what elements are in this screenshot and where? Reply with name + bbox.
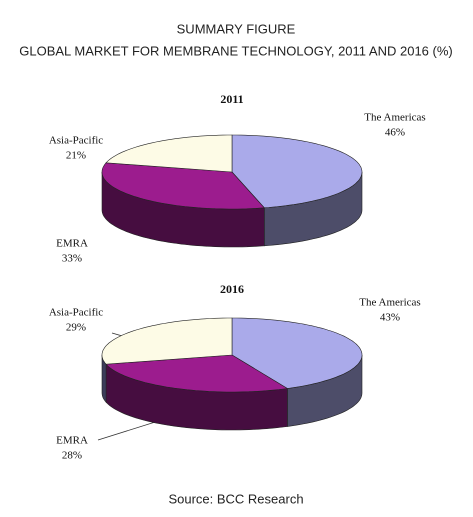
value-label: 29% — [66, 322, 86, 334]
pie-slice — [105, 134, 233, 173]
value-label: 28% — [62, 450, 82, 462]
slice-label: Asia-Pacific — [49, 135, 103, 147]
pie-title: 2016 — [220, 282, 244, 296]
slice-label: EMRA — [56, 238, 88, 250]
chart-subtitle: GLOBAL MARKET FOR MEMBRANE TECHNOLOGY, 2… — [19, 43, 452, 58]
slice-label: The Americas — [364, 112, 425, 124]
value-label: 33% — [62, 253, 82, 265]
value-label: 46% — [385, 127, 405, 139]
pie-slice — [231, 317, 363, 389]
value-label: 43% — [380, 312, 400, 324]
chart-title: SUMMARY FIGURE — [177, 21, 296, 36]
value-label: 21% — [66, 150, 86, 162]
pie-slice — [101, 162, 265, 210]
pie-title: 2011 — [220, 92, 243, 106]
slice-label: EMRA — [56, 435, 88, 447]
slice-label: Asia-Pacific — [49, 307, 103, 319]
pie-slice — [101, 317, 233, 365]
source: Source: BCC Research — [168, 491, 303, 506]
pie-slice — [105, 354, 289, 393]
pie-slice — [231, 134, 363, 209]
slice-label: The Americas — [359, 297, 420, 309]
